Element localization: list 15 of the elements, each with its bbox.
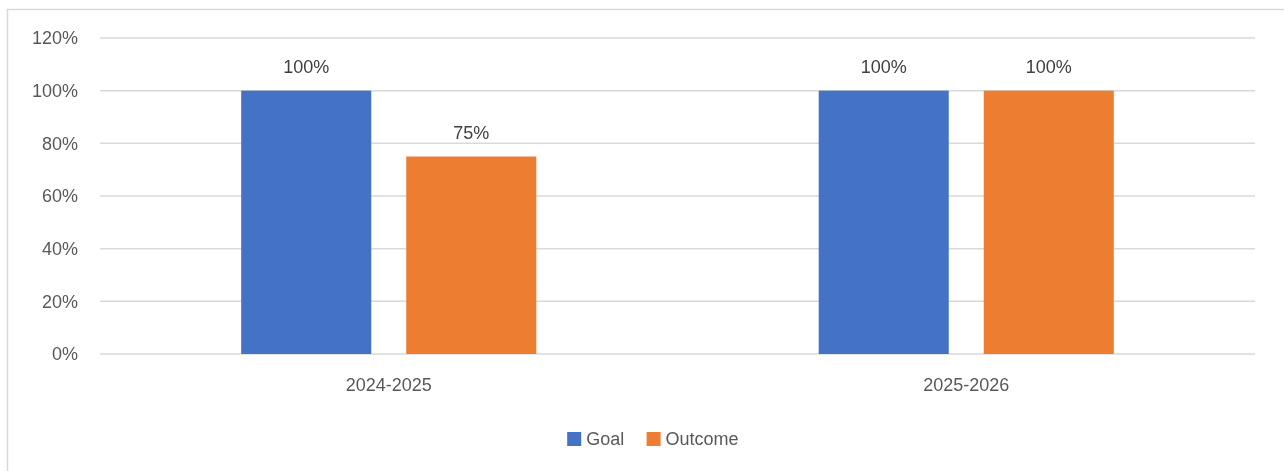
y-tick-label: 100% (31, 80, 78, 101)
y-tick-label: 60% (41, 186, 78, 207)
data-label: 75% (453, 122, 490, 143)
y-tick-label: 0% (51, 344, 78, 365)
x-tick-label: 2025-2026 (923, 375, 1010, 395)
data-label: 100% (1025, 56, 1072, 77)
y-tick-label: 120% (31, 28, 78, 49)
data-label: 100% (860, 56, 907, 77)
y-tick-label: 80% (41, 133, 78, 154)
legend-label: Outcome (665, 429, 739, 450)
x-tick-label: 2024-2025 (345, 375, 432, 395)
legend-label: Goal (586, 429, 625, 450)
y-tick-label: 20% (41, 291, 78, 312)
y-tick-label: 40% (41, 238, 78, 259)
data-label: 100% (283, 56, 330, 77)
